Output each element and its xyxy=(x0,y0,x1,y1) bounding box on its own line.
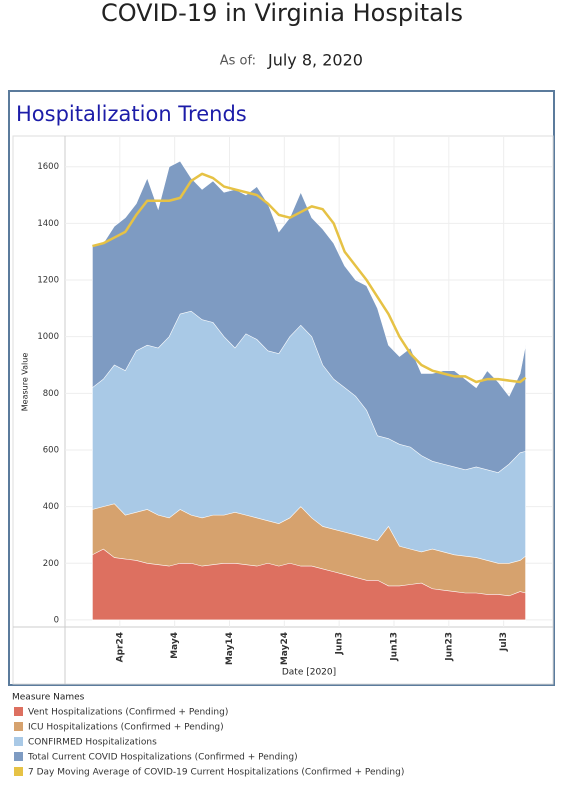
legend-swatch xyxy=(14,737,23,746)
legend-label: Vent Hospitalizations (Confirmed + Pendi… xyxy=(28,708,228,718)
x-tick-label: May14 xyxy=(225,632,235,665)
as-of-date: July 8, 2020 xyxy=(267,51,363,70)
y-tick-label: 0 xyxy=(54,615,59,625)
x-tick-label: Jun13 xyxy=(389,632,399,662)
legend-label: 7 Day Moving Average of COVID-19 Current… xyxy=(28,768,404,778)
area xyxy=(92,548,526,621)
x-tick-label: Apr24 xyxy=(115,632,125,662)
x-tick-label: Jul3 xyxy=(499,632,509,652)
as-of-label: As of: xyxy=(220,54,256,69)
y-tick-label: 800 xyxy=(43,389,59,399)
legend-label: CONFIRMED Hospitalizations xyxy=(28,738,157,748)
y-tick-label: 1600 xyxy=(37,162,59,172)
page-title: COVID-19 in Virginia Hospitals xyxy=(101,0,463,27)
legend: Vent Hospitalizations (Confirmed + Pendi… xyxy=(14,707,404,778)
y-tick-label: 200 xyxy=(43,559,59,569)
legend-swatch xyxy=(14,707,23,716)
plot: 0 200 400 600 800 1000 1200 1400 1600 Apr24 May4 Ma… xyxy=(37,137,553,665)
y-tick-label: 400 xyxy=(43,502,59,512)
legend-swatch xyxy=(14,752,23,761)
legend-label: ICU Hospitalizations (Confirmed + Pendin… xyxy=(28,723,224,733)
y-tick-label: 1000 xyxy=(37,332,59,342)
y-tick-label: 600 xyxy=(43,445,59,455)
x-axis-title: Date [2020] xyxy=(282,668,336,678)
x-tick-label: May24 xyxy=(280,632,290,665)
x-tick-label: May4 xyxy=(170,632,180,659)
y-tick-label: 1400 xyxy=(37,219,59,229)
legend-swatch xyxy=(14,722,23,731)
legend-label: Total Current COVID Hospitalizations (Co… xyxy=(27,753,298,763)
legend-title: Measure Names xyxy=(12,693,85,703)
legend-swatch xyxy=(14,767,23,776)
x-tick-label: Jun3 xyxy=(335,632,345,655)
y-axis-title: Measure Value xyxy=(21,353,30,412)
line xyxy=(92,172,527,384)
x-tick-label: Jun23 xyxy=(444,632,454,662)
plot-frame xyxy=(12,135,554,685)
y-tick-label: 1200 xyxy=(37,276,59,286)
panel-title: Hospitalization Trends xyxy=(16,102,247,126)
